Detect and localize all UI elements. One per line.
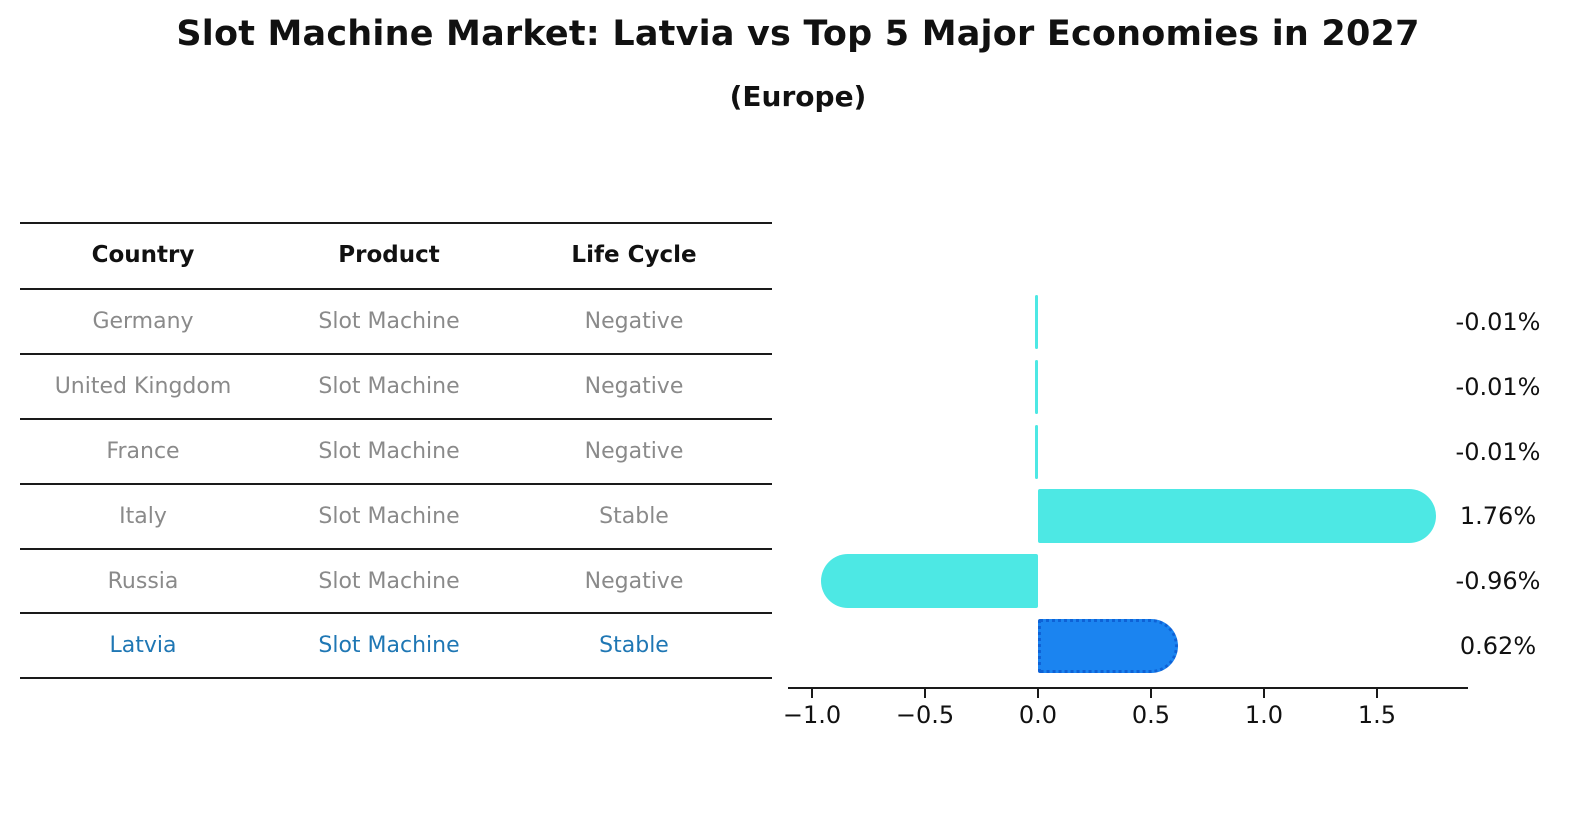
x-axis-tick-label: 1.5	[1357, 701, 1397, 729]
bar-latvia	[1038, 619, 1179, 673]
header-product: Product	[338, 242, 440, 268]
x-axis-tick	[1263, 689, 1265, 698]
cell-life-cycle: Stable	[599, 633, 669, 658]
table-row-united-kingdom: United Kingdom Slot Machine Negative	[0, 360, 780, 414]
bar-value-label-france: -0.01%	[1455, 438, 1541, 466]
bar-value-label-italy: 1.76%	[1459, 502, 1537, 530]
table-row-rule	[20, 418, 772, 420]
table-row-latvia: Latvia Slot Machine Stable	[0, 619, 780, 673]
x-axis-tick	[811, 689, 813, 698]
bar-italy	[1038, 489, 1436, 543]
cell-country: Germany	[92, 309, 194, 334]
chart-title: Slot Machine Market: Latvia vs Top 5 Maj…	[176, 14, 1420, 54]
chart-subtitle: (Europe)	[729, 80, 867, 113]
cell-product: Slot Machine	[318, 504, 460, 529]
table-row-rule	[20, 483, 772, 485]
cell-product: Slot Machine	[318, 309, 460, 334]
table-header-row: Country Product Life Cycle	[0, 228, 780, 282]
header-life-cycle: Life Cycle	[571, 242, 697, 268]
table-row-rule	[20, 548, 772, 550]
table-row-rule	[20, 612, 772, 614]
cell-product: Slot Machine	[318, 633, 460, 658]
x-axis-tick	[1376, 689, 1378, 698]
table-row-rule	[20, 353, 772, 355]
x-axis-tick-label: 1.0	[1244, 701, 1284, 729]
cell-country: Italy	[119, 504, 167, 529]
table-header-rule	[20, 288, 772, 290]
cell-product: Slot Machine	[318, 374, 460, 399]
cell-country: France	[106, 439, 180, 464]
table-top-rule	[20, 222, 772, 224]
cell-country: United Kingdom	[54, 374, 232, 399]
bar-value-label-russia: -0.96%	[1455, 567, 1541, 595]
table-row-france: France Slot Machine Negative	[0, 425, 780, 479]
bar-france	[1035, 425, 1038, 479]
table-row-germany: Germany Slot Machine Negative	[0, 295, 780, 349]
table-row-russia: Russia Slot Machine Negative	[0, 555, 780, 609]
x-axis-tick-label: 0.0	[1018, 701, 1058, 729]
x-axis-tick	[1037, 689, 1039, 698]
x-axis-tick	[1150, 689, 1152, 698]
bar-value-label-united-kingdom: -0.01%	[1455, 373, 1541, 401]
bar-united-kingdom	[1035, 360, 1038, 414]
cell-life-cycle: Negative	[584, 569, 684, 594]
bar-value-label-latvia: 0.62%	[1459, 632, 1537, 660]
x-axis-tick-label: −1.0	[782, 701, 842, 729]
x-axis-line	[788, 687, 1468, 689]
x-axis-tick	[924, 689, 926, 698]
cell-country: Russia	[107, 569, 179, 594]
cell-life-cycle: Negative	[584, 309, 684, 334]
x-axis-tick-label: −0.5	[895, 701, 955, 729]
cell-country: Latvia	[109, 633, 177, 658]
table-bottom-rule	[20, 677, 772, 679]
cell-product: Slot Machine	[318, 569, 460, 594]
bar-russia	[821, 554, 1038, 608]
cell-product: Slot Machine	[318, 439, 460, 464]
table-row-italy: Italy Slot Machine Stable	[0, 490, 780, 544]
bar-germany	[1035, 295, 1038, 349]
header-country: Country	[91, 242, 195, 268]
cell-life-cycle: Negative	[584, 439, 684, 464]
cell-life-cycle: Stable	[599, 504, 669, 529]
x-axis-tick-label: 0.5	[1131, 701, 1171, 729]
bar-value-label-germany: -0.01%	[1455, 308, 1541, 336]
cell-life-cycle: Negative	[584, 374, 684, 399]
